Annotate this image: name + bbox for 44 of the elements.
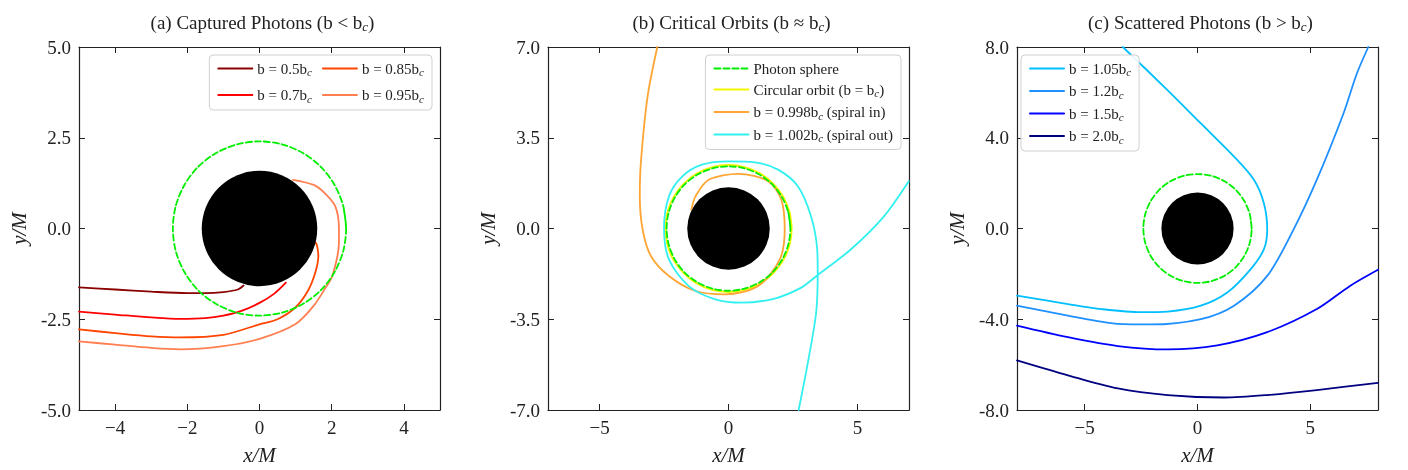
y-tick-label: -7.0: [509, 399, 540, 421]
x-axis-title: x/M: [1180, 442, 1216, 467]
x-tick-label: 4: [399, 417, 410, 438]
x-tick-label: 0: [723, 417, 734, 438]
x-tick-label: 0: [1192, 417, 1203, 438]
legend-label: Photon sphere: [753, 60, 840, 77]
y-tick-label: 5.0: [47, 36, 71, 58]
line-series: [1016, 268, 1379, 351]
x-tick-label: −4: [104, 417, 126, 438]
line-series: [78, 284, 245, 295]
x-axis-title: x/M: [242, 442, 278, 467]
x-tick-label: 2: [326, 417, 337, 438]
y-tick-label: -4.0: [978, 308, 1009, 330]
y-tick-label: 0.0: [47, 218, 71, 239]
y-tick-label: 2.5: [47, 127, 71, 149]
x-tick-label: 5: [852, 417, 863, 438]
line-series: [171, 140, 348, 317]
y-tick-label: -8.0: [978, 399, 1009, 421]
y-tick-label: 8.0: [985, 36, 1009, 58]
y-tick-label: -2.5: [40, 308, 71, 330]
line-series: [78, 281, 287, 320]
y-axis-title: y/M: [475, 210, 500, 247]
line-series: [78, 178, 340, 351]
y-tick-label: 4.0: [985, 127, 1009, 149]
x-tick-label: −5: [589, 417, 610, 438]
x-tick-label: −2: [177, 417, 198, 438]
y-axis-title: y/M: [944, 210, 969, 247]
y-tick-label: -3.5: [509, 308, 540, 330]
y-tick-label: 7.0: [516, 36, 540, 58]
x-tick-label: 0: [254, 417, 265, 438]
y-tick-label: -5.0: [40, 399, 71, 421]
x-tick-label: −5: [1074, 417, 1095, 438]
y-axis-title: y/M: [6, 210, 31, 247]
line-series: [1016, 46, 1370, 326]
x-axis-title: x/M: [711, 442, 747, 467]
line-series: [1142, 173, 1253, 284]
y-tick-label: 3.5: [516, 127, 540, 149]
y-tick-label: 0.0: [516, 218, 540, 239]
line-series: [1016, 46, 1269, 314]
y-tick-label: 0.0: [985, 218, 1009, 239]
line-series: [78, 241, 320, 339]
x-tick-label: 5: [1305, 417, 1316, 438]
line-series: [1016, 359, 1379, 399]
line-series: [663, 160, 910, 411]
